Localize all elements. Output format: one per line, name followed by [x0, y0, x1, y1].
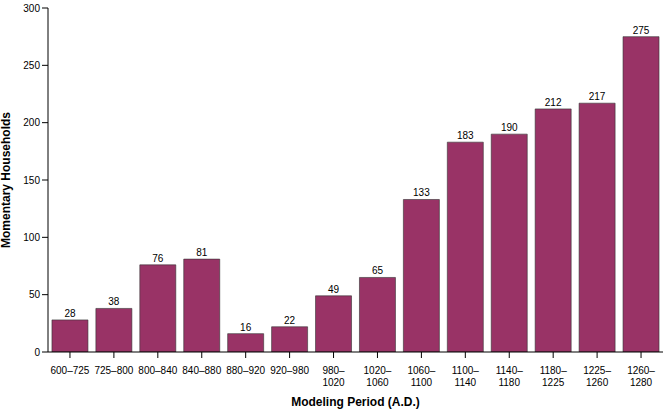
svg-text:133: 133 — [413, 187, 430, 198]
svg-text:Momentary Households: Momentary Households — [8, 112, 13, 248]
svg-text:150: 150 — [23, 175, 40, 186]
svg-text:725–800: 725–800 — [94, 365, 133, 376]
svg-text:1020–1060: 1020–1060 — [364, 365, 392, 388]
svg-text:Modeling Period (A.D.): Modeling Period (A.D.) — [291, 395, 420, 409]
svg-text:1180–1225: 1180–1225 — [540, 365, 568, 388]
svg-text:50: 50 — [29, 289, 41, 300]
svg-text:22: 22 — [284, 315, 296, 326]
svg-text:1225–1260: 1225–1260 — [583, 365, 611, 388]
svg-text:217: 217 — [589, 91, 606, 102]
svg-text:81: 81 — [196, 247, 208, 258]
svg-text:0: 0 — [34, 347, 40, 358]
svg-text:300: 300 — [23, 3, 40, 14]
svg-text:1060–1100: 1060–1100 — [407, 365, 435, 388]
svg-text:920–980: 920–980 — [270, 365, 309, 376]
svg-text:16: 16 — [240, 322, 252, 333]
svg-text:28: 28 — [64, 308, 76, 319]
svg-text:212: 212 — [545, 97, 562, 108]
svg-text:1140–1180: 1140–1180 — [496, 365, 524, 388]
svg-text:840–880: 840–880 — [182, 365, 221, 376]
svg-text:65: 65 — [372, 265, 384, 276]
svg-text:275: 275 — [633, 25, 650, 36]
svg-text:1260–1280: 1260–1280 — [627, 365, 655, 388]
svg-text:1100–1140: 1100–1140 — [452, 365, 480, 388]
svg-text:190: 190 — [501, 122, 518, 133]
svg-text:76: 76 — [152, 253, 164, 264]
svg-text:800–840: 800–840 — [138, 365, 177, 376]
svg-text:600–725: 600–725 — [50, 365, 89, 376]
svg-text:250: 250 — [23, 60, 40, 71]
svg-text:100: 100 — [23, 232, 40, 243]
svg-text:183: 183 — [457, 130, 474, 141]
svg-text:49: 49 — [328, 284, 340, 295]
svg-text:980–1020: 980–1020 — [322, 365, 345, 388]
svg-text:38: 38 — [108, 296, 120, 307]
svg-text:200: 200 — [23, 117, 40, 128]
svg-text:880–920: 880–920 — [226, 365, 265, 376]
